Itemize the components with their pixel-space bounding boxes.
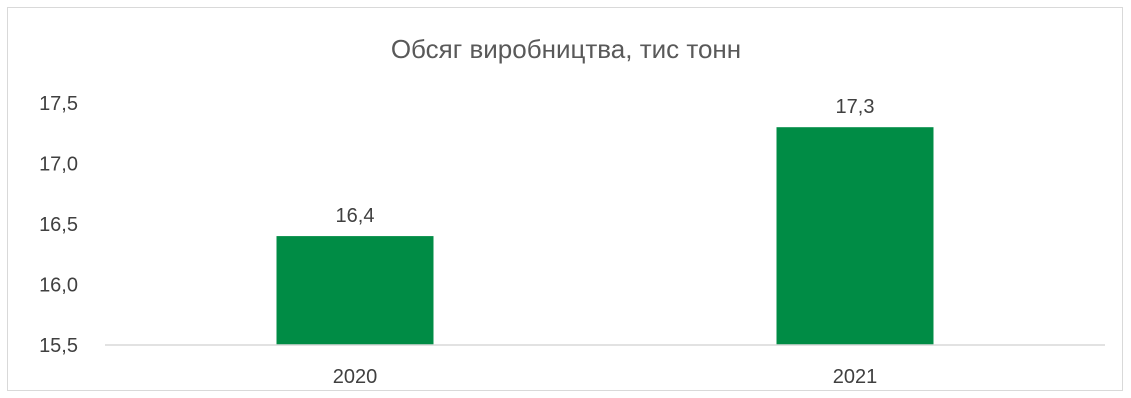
data-labels-group: 16,4 17,3: [336, 96, 875, 227]
x-axis-ticks: 2020 2021: [333, 366, 878, 388]
bar-2021: [776, 127, 934, 345]
data-label-2020: 16,4: [336, 205, 375, 227]
x-tick-label: 2020: [333, 366, 378, 388]
y-tick-label: 17,5: [39, 93, 78, 115]
y-tick-label: 15,5: [39, 335, 78, 357]
bars-group: [276, 127, 934, 345]
data-label-2021: 17,3: [836, 96, 875, 118]
x-tick-label: 2021: [833, 366, 878, 388]
y-tick-label: 17,0: [39, 154, 78, 176]
y-axis-ticks: 15,5 16,0 16,5 17,0 17,5: [39, 93, 78, 357]
bar-2020: [276, 236, 434, 345]
chart-title: Обсяг виробництва, тис тонн: [391, 34, 741, 64]
chart-frame: [7, 7, 1123, 391]
y-tick-label: 16,5: [39, 214, 78, 236]
y-tick-label: 16,0: [39, 275, 78, 297]
